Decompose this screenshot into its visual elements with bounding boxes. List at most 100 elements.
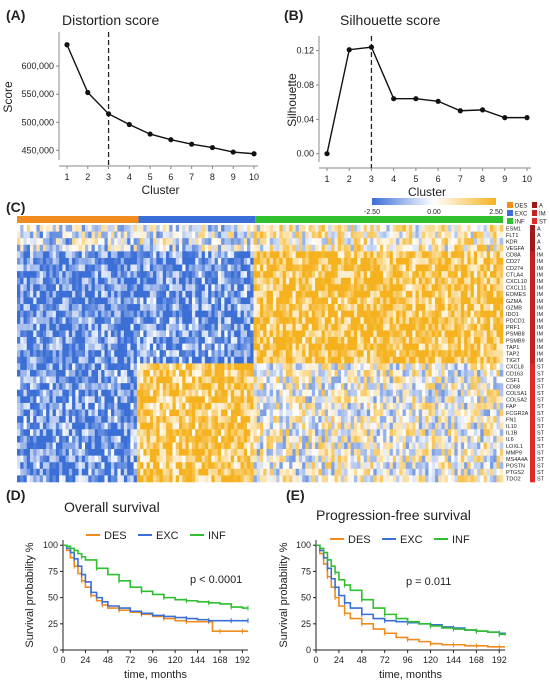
heatmap-cell	[292, 238, 296, 246]
heatmap-cell	[234, 290, 238, 298]
heatmap-cell	[331, 231, 335, 239]
heatmap-cell	[88, 251, 92, 259]
heatmap-cell	[392, 317, 397, 325]
heatmap-cell	[324, 297, 329, 305]
heatmap-cell	[460, 422, 465, 430]
heatmap-cell	[422, 383, 426, 391]
heatmap-cell	[480, 330, 484, 338]
heatmap-cell	[29, 290, 34, 298]
heatmap-cell	[311, 402, 316, 410]
heatmap-cell	[409, 284, 413, 292]
heatmap-cell	[412, 356, 416, 364]
heatmap-cell	[17, 231, 21, 239]
heatmap-cell	[269, 402, 274, 410]
heatmap-cell	[46, 304, 50, 311]
heatmap-cell	[370, 238, 374, 246]
heatmap-cell	[211, 402, 215, 410]
heatmap-cell	[464, 244, 468, 252]
heatmap-cell	[221, 323, 225, 331]
heatmap-cell	[49, 225, 53, 232]
heatmap-cell	[81, 244, 86, 252]
heatmap-cell	[130, 389, 134, 397]
heatmap-cell	[110, 264, 115, 272]
heatmap-cell	[263, 363, 267, 371]
heatmap-cell	[36, 409, 40, 417]
heatmap-cell	[185, 383, 190, 391]
heatmap-cell	[311, 376, 316, 384]
heatmap-cell	[402, 277, 407, 285]
heatmap-cell	[26, 284, 31, 292]
heatmap-cell	[263, 257, 267, 265]
heatmap-cell	[269, 323, 274, 331]
heatmap-cell	[460, 337, 465, 344]
heatmap-cell	[42, 290, 47, 298]
heatmap-cell	[366, 257, 371, 265]
heatmap-cell	[334, 396, 339, 404]
heatmap-cell	[344, 376, 348, 384]
heatmap-cell	[441, 231, 445, 239]
heatmap-cell	[52, 435, 57, 443]
heatmap-cell	[425, 409, 429, 417]
heatmap-cell	[318, 323, 322, 331]
heatmap-cell	[156, 356, 160, 364]
heatmap-cell	[68, 429, 73, 437]
heatmap-cell	[130, 231, 134, 239]
heatmap-cell	[490, 389, 494, 397]
heatmap-cell	[175, 422, 180, 430]
heatmap-cell	[392, 363, 397, 371]
heatmap-cell	[169, 402, 173, 410]
heatmap-cell	[247, 317, 251, 325]
heatmap-cell	[376, 284, 381, 292]
heatmap-cell	[347, 363, 352, 371]
heatmap-cell	[78, 277, 83, 285]
heatmap-cell	[444, 376, 449, 384]
heatmap-cell	[224, 343, 228, 351]
heatmap-cell	[467, 389, 471, 397]
heatmap-cell	[153, 356, 157, 364]
heatmap-cell	[467, 363, 471, 371]
heatmap-cell	[260, 422, 264, 430]
heatmap-cell	[140, 422, 144, 430]
heatmap-cell	[198, 429, 202, 437]
heatmap-cell	[198, 435, 202, 443]
heatmap-cell	[36, 356, 40, 364]
heatmap-cell	[230, 244, 235, 252]
heatmap-cell	[341, 271, 345, 279]
heatmap-cell	[460, 369, 465, 377]
heatmap-cell	[29, 323, 34, 331]
heatmap-cell	[438, 330, 442, 338]
heatmap-cell	[98, 389, 102, 397]
heatmap-cell	[23, 244, 28, 252]
heatmap-cell	[221, 244, 225, 252]
heatmap-cell	[26, 330, 31, 338]
heatmap-cell	[341, 304, 345, 311]
heatmap-cell	[447, 350, 452, 358]
heatmap-cell	[55, 323, 60, 331]
heatmap-cell	[29, 304, 34, 311]
heatmap-cell	[149, 343, 154, 351]
heatmap-cell	[434, 225, 439, 232]
heatmap-cell	[302, 271, 306, 279]
heatmap-cell	[159, 330, 164, 338]
heatmap-cell	[234, 435, 238, 443]
heatmap-cell	[486, 271, 491, 279]
heatmap-cell	[480, 271, 484, 279]
heatmap-cell	[490, 429, 494, 437]
heatmap-cell	[318, 350, 322, 358]
heatmap-cell	[470, 323, 475, 331]
heatmap-cell	[247, 402, 251, 410]
heatmap-cell	[366, 422, 371, 430]
heatmap-cell	[146, 271, 151, 279]
heatmap-cell	[136, 317, 141, 325]
heatmap-cell	[227, 422, 232, 430]
heatmap-cell	[133, 369, 138, 377]
heatmap-cell	[59, 277, 63, 285]
heatmap-cell	[315, 225, 319, 232]
heatmap-cell	[483, 271, 488, 279]
heatmap-cell	[175, 251, 180, 259]
heatmap-cell	[55, 416, 60, 423]
heatmap-cell	[276, 271, 280, 279]
heatmap-cell	[363, 376, 368, 384]
heatmap-cell	[153, 343, 157, 351]
heatmap-cell	[17, 317, 21, 325]
